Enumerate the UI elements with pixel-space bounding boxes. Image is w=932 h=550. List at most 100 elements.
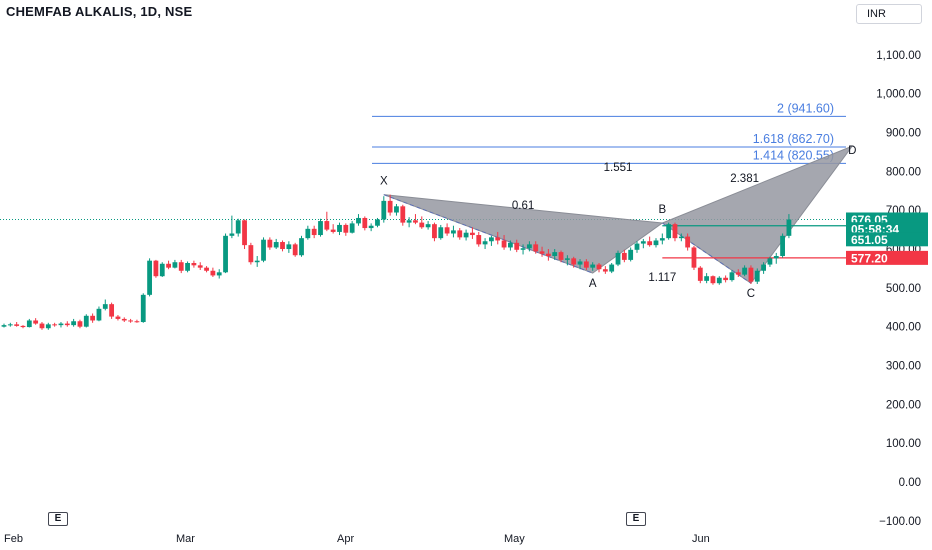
- candle-down: [178, 262, 184, 271]
- candle-down: [400, 206, 406, 223]
- candle-up: [564, 258, 570, 260]
- x-axis-label: Feb: [4, 533, 23, 545]
- candle-up: [305, 228, 311, 239]
- candle-up: [368, 225, 374, 229]
- pattern-triangle-xab: [383, 194, 664, 274]
- candle-up: [508, 242, 513, 248]
- candle-down: [33, 320, 39, 324]
- candle-down: [280, 242, 285, 250]
- candle-down: [647, 241, 653, 246]
- candle-down: [476, 235, 482, 245]
- pattern-point-label: B: [658, 204, 666, 216]
- candle-up: [767, 258, 773, 265]
- pattern-point-label: D: [848, 145, 856, 157]
- candle-up: [609, 264, 615, 272]
- candle-up: [742, 267, 748, 275]
- candle-down: [596, 264, 602, 270]
- pattern-point-label: C: [747, 288, 755, 300]
- fib-level-label: 1.414 (820.55): [753, 148, 834, 162]
- pattern-ratio-label: 0.61: [512, 200, 534, 212]
- candle-down: [311, 228, 317, 236]
- candle-up: [58, 323, 64, 326]
- candle-up: [356, 217, 361, 224]
- earnings-event-marker[interactable]: E: [48, 512, 68, 526]
- x-axis-label: Mar: [176, 533, 195, 545]
- price-tag-label: 651.05: [851, 233, 888, 247]
- candle-up: [773, 256, 779, 259]
- candle-up: [216, 272, 222, 276]
- y-axis-tick-label: 400.00: [886, 322, 921, 334]
- candle-up: [754, 270, 760, 282]
- candle-up: [628, 249, 634, 260]
- candle-up: [261, 239, 266, 261]
- candle-down: [748, 267, 754, 282]
- symbol-title: CHEMFAB ALKALIS, 1D, NSE: [6, 4, 193, 19]
- candle-down: [242, 220, 247, 246]
- candle-up: [349, 223, 355, 233]
- candle-up: [716, 277, 722, 284]
- candle-down: [387, 200, 393, 213]
- x-axis-label: Jun: [692, 533, 710, 545]
- candle-up: [223, 235, 228, 273]
- candle-down: [292, 244, 298, 256]
- candle-down: [115, 316, 121, 319]
- candle-up: [1, 325, 7, 327]
- candle-up: [590, 264, 596, 268]
- y-axis-tick-label: 0.00: [899, 477, 921, 489]
- price-tag-bg: [846, 232, 928, 247]
- candle-down: [109, 304, 115, 317]
- candle-down: [697, 267, 703, 281]
- candle-down: [413, 220, 418, 223]
- candle-up: [552, 252, 558, 257]
- candle-down: [501, 240, 507, 248]
- candle-down: [362, 217, 368, 229]
- candle-up: [140, 294, 146, 323]
- candle-up: [96, 308, 102, 321]
- candle-down: [539, 251, 545, 254]
- candle-down: [267, 239, 273, 248]
- candle-down: [128, 320, 133, 322]
- candle-down: [210, 270, 216, 276]
- candle-up: [286, 244, 292, 250]
- candle-down: [457, 230, 463, 238]
- fib-level-label: 1.618 (862.70): [753, 132, 834, 146]
- y-axis-tick-label: −100.00: [879, 516, 921, 528]
- currency-selector[interactable]: INR: [856, 4, 922, 24]
- candle-down: [691, 247, 697, 268]
- candle-down: [204, 267, 209, 271]
- candle-up: [780, 235, 785, 257]
- earnings-event-marker[interactable]: E: [626, 512, 646, 526]
- candle-down: [20, 325, 26, 328]
- candle-up: [273, 242, 279, 248]
- candle-up: [102, 304, 108, 309]
- candle-down: [583, 261, 589, 268]
- candle-up: [577, 261, 583, 265]
- candle-up: [786, 219, 792, 236]
- pattern-ratio-label: 2.381: [730, 173, 759, 185]
- candle-down: [432, 224, 437, 239]
- candle-down: [444, 227, 450, 234]
- candle-up: [489, 237, 494, 242]
- y-axis-tick-label: 100.00: [886, 438, 921, 450]
- candle-down: [134, 321, 140, 323]
- candle-down: [495, 237, 501, 241]
- x-axis-label: May: [504, 533, 525, 545]
- pattern-triangle-bcd: [661, 144, 854, 284]
- pattern-point-label: X: [380, 176, 388, 188]
- candle-down: [197, 265, 203, 268]
- y-axis-tick-label: 300.00: [886, 361, 921, 373]
- candle-up: [666, 224, 672, 239]
- candle-up: [235, 220, 241, 234]
- candle-up: [520, 248, 526, 250]
- candle-up: [83, 315, 89, 327]
- candle-down: [324, 221, 330, 230]
- y-axis-tick-label: 800.00: [886, 166, 921, 178]
- candle-down: [343, 224, 349, 233]
- candle-up: [318, 221, 323, 236]
- pattern-point-label: A: [589, 278, 597, 290]
- candle-down: [571, 258, 577, 265]
- candle-down: [90, 315, 96, 321]
- candle-up: [299, 238, 304, 256]
- candle-up: [704, 276, 710, 281]
